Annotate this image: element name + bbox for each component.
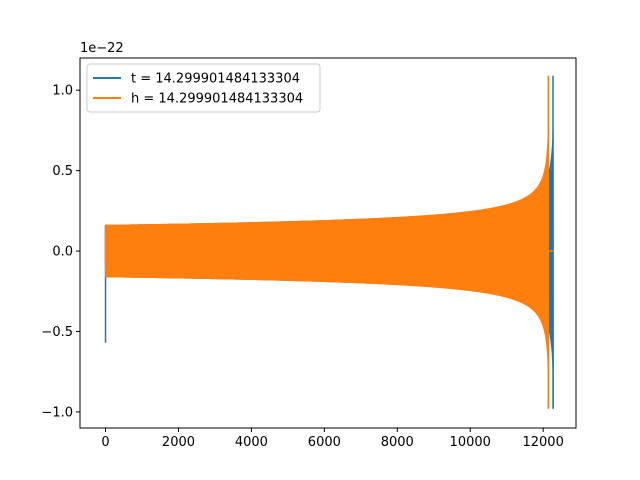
plot-lines xyxy=(104,75,554,409)
series-carrier-1 xyxy=(104,224,129,278)
y-tick-label: −0.5 xyxy=(41,325,73,340)
legend-label: h = 14.299901484133304 xyxy=(131,92,303,107)
legend-box xyxy=(86,63,321,113)
axes-frame xyxy=(79,57,577,429)
x-tick-label: 2000 xyxy=(162,435,195,450)
legend: t = 14.299901484133304 h = 14.29990148413… xyxy=(86,63,321,113)
y-tick-label: 0.0 xyxy=(52,245,73,260)
x-tick-label: 10000 xyxy=(450,435,491,450)
y-offset-label: 1e−22 xyxy=(80,41,124,56)
y-axis: −1.0 −0.5 0.0 0.5 1.0 xyxy=(41,84,80,420)
y-tick-label: −1.0 xyxy=(41,405,73,420)
y-tick-label: 1.0 xyxy=(52,84,73,99)
x-tick-label: 6000 xyxy=(308,435,341,450)
x-tick-label: 4000 xyxy=(235,435,268,450)
legend-label: t = 14.299901484133304 xyxy=(131,72,300,87)
x-tick-label: 8000 xyxy=(381,435,414,450)
x-axis: 0 2000 4000 6000 8000 10000 12000 xyxy=(101,428,564,450)
x-tick-label: 0 xyxy=(101,435,109,450)
y-tick-label: 0.5 xyxy=(52,164,73,179)
x-tick-label: 12000 xyxy=(522,435,563,450)
series-band-1 xyxy=(105,75,550,409)
